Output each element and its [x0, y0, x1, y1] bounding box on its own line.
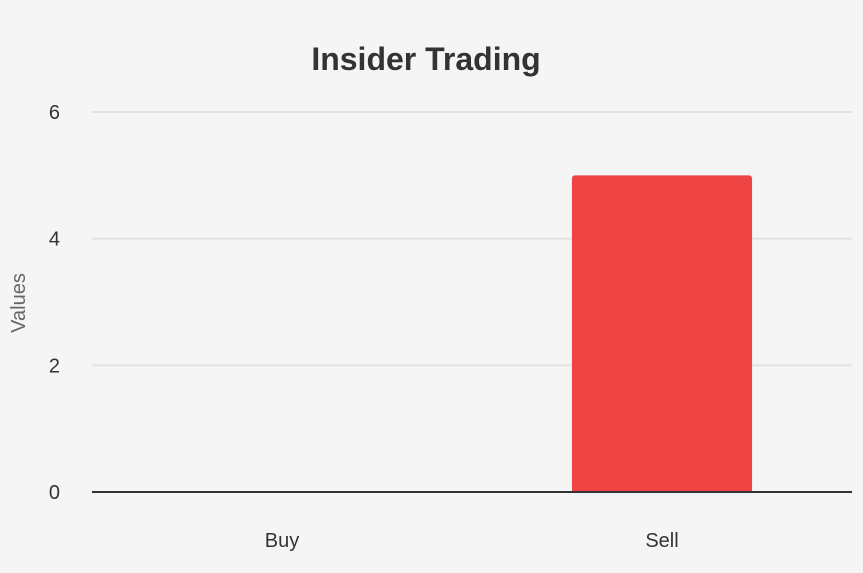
x-tick-label: Buy	[265, 530, 299, 552]
y-tick-label: 6	[49, 102, 60, 124]
y-axis-title: Values	[8, 273, 30, 333]
y-tick-label: 0	[49, 482, 60, 504]
bars	[571, 175, 753, 494]
x-axis-ticks: Buy Sell	[265, 530, 679, 552]
x-tick-label: Sell	[645, 530, 678, 552]
bar-sell[interactable]	[571, 175, 753, 494]
y-axis-ticks: 0 2 4 6	[49, 102, 60, 504]
chart-title: Insider Trading	[311, 41, 540, 77]
y-tick-label: 4	[49, 229, 60, 251]
y-tick-label: 2	[49, 355, 60, 377]
